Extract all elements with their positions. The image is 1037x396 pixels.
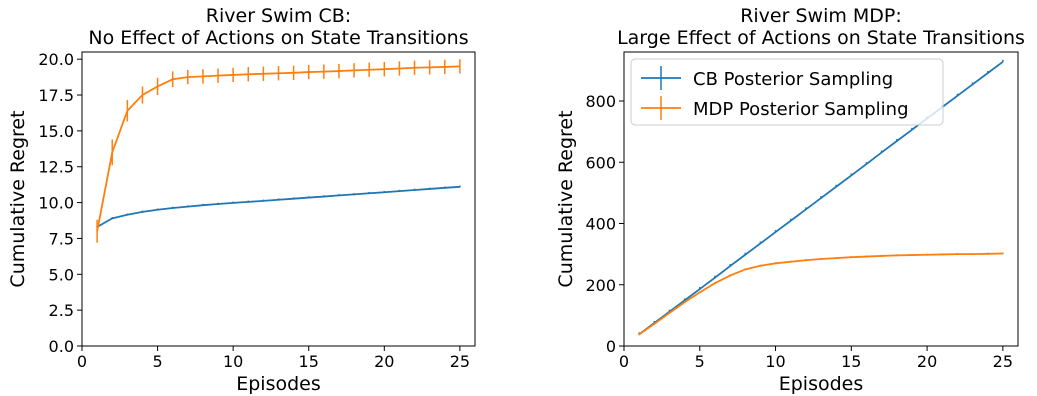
y-tick-label: 600 <box>585 153 616 172</box>
y-tick-label: 0 <box>606 337 616 356</box>
chart-subtitle: Large Effect of Actions on State Transit… <box>617 27 1025 49</box>
x-tick-label: 25 <box>450 352 470 371</box>
x-tick-label: 10 <box>765 352 785 371</box>
y-tick-label: 400 <box>585 215 616 234</box>
y-tick-label: 15.0 <box>38 122 74 141</box>
legend-label: MDP Posterior Sampling <box>693 99 909 120</box>
chart-2: River Swim MDP:Large Effect of Actions o… <box>555 5 1025 395</box>
y-tick-label: 200 <box>585 276 616 295</box>
legend-item: MDP Posterior Sampling <box>641 96 909 120</box>
series-line <box>96 65 460 232</box>
plot-frame <box>81 51 476 347</box>
x-axis-label: Episodes <box>236 373 321 395</box>
y-tick-label: 12.5 <box>38 158 74 177</box>
chart-title: River Swim CB: <box>206 5 351 27</box>
x-tick-label: 0 <box>619 352 629 371</box>
plot-frame <box>623 51 1019 347</box>
y-tick-label: 2.5 <box>49 301 74 320</box>
y-axis-label: Cumulative Regret <box>7 110 29 287</box>
y-axis-label: Cumulative Regret <box>555 110 577 287</box>
x-axis-label: Episodes <box>779 373 864 395</box>
y-tick-label: 17.5 <box>38 86 74 105</box>
y-tick-label: 7.5 <box>49 229 74 248</box>
chart-subtitle: No Effect of Actions on State Transition… <box>88 27 468 49</box>
x-tick-label: 5 <box>152 352 162 371</box>
legend-box <box>630 58 944 126</box>
x-tick-label: 20 <box>374 352 394 371</box>
y-tick-label: 20.0 <box>38 50 74 69</box>
x-tick-label: 25 <box>993 352 1013 371</box>
series-2 <box>638 252 1004 336</box>
y-tick-label: 10.0 <box>38 194 74 213</box>
legend: CB Posterior Sampling MDP Posterior Sampl… <box>630 58 944 126</box>
y-tick-label: 0.0 <box>49 337 74 356</box>
y-tick-label: 800 <box>585 92 616 111</box>
series-1 <box>96 185 461 228</box>
series-line <box>96 185 460 228</box>
x-tick-label: 20 <box>917 352 937 371</box>
chart-1: River Swim CB:No Effect of Actions on St… <box>7 5 476 395</box>
y-tick-label: 5.0 <box>49 265 74 284</box>
legend-item: CB Posterior Sampling <box>641 66 893 90</box>
x-tick-label: 15 <box>841 352 861 371</box>
legend-label: CB Posterior Sampling <box>693 69 893 90</box>
x-tick-label: 0 <box>77 352 87 371</box>
series-2 <box>96 59 461 243</box>
x-tick-label: 10 <box>223 352 243 371</box>
x-tick-label: 5 <box>695 352 705 371</box>
x-tick-label: 15 <box>299 352 319 371</box>
chart-title: River Swim MDP: <box>740 5 902 27</box>
